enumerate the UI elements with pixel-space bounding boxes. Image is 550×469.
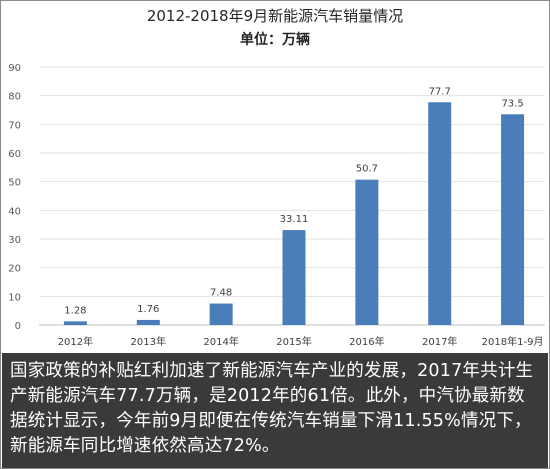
data-label: 50.7 bbox=[356, 164, 378, 175]
bar bbox=[428, 102, 452, 325]
data-label: 77.7 bbox=[429, 86, 451, 97]
y-tick-label: 80 bbox=[8, 92, 21, 103]
bar bbox=[355, 179, 379, 325]
chart-subtitle: 单位：万辆 bbox=[240, 32, 310, 48]
data-label: 33.11 bbox=[280, 214, 309, 225]
bar bbox=[209, 303, 233, 325]
y-tick-label: 20 bbox=[8, 264, 21, 275]
y-tick-label: 50 bbox=[8, 178, 21, 189]
x-tick-label: 2018年1-9月 bbox=[482, 335, 544, 348]
caption-box: 国家政策的补贴红利加速了新能源汽车产业的发展，2017年共计生产新能源汽车77.… bbox=[2, 353, 548, 468]
y-tick-label: 0 bbox=[15, 321, 21, 332]
bar bbox=[501, 114, 525, 325]
y-tick-label: 40 bbox=[8, 206, 21, 217]
y-tick-label: 30 bbox=[8, 235, 21, 246]
x-tick-label: 2016年 bbox=[349, 335, 384, 348]
y-tick-label: 70 bbox=[8, 120, 21, 131]
y-tick-label: 90 bbox=[8, 63, 21, 74]
data-label: 7.48 bbox=[210, 288, 232, 299]
bar bbox=[282, 230, 306, 325]
data-label: 1.28 bbox=[64, 305, 86, 316]
bar bbox=[63, 321, 87, 325]
data-label: 1.76 bbox=[137, 304, 159, 315]
x-tick-label: 2017年 bbox=[422, 335, 457, 348]
bar bbox=[136, 319, 160, 325]
chart-title: 2012-2018年9月新能源汽车销量情况 bbox=[146, 7, 404, 25]
x-tick-label: 2013年 bbox=[131, 335, 166, 348]
y-tick-label: 60 bbox=[8, 149, 21, 160]
caption-text: 国家政策的补贴红利加速了新能源汽车产业的发展，2017年共计生产新能源汽车77.… bbox=[10, 361, 534, 456]
y-tick-label: 10 bbox=[8, 292, 21, 303]
x-tick-label: 2012年 bbox=[58, 335, 93, 348]
x-tick-label: 2015年 bbox=[276, 335, 311, 348]
data-label: 73.5 bbox=[501, 98, 523, 109]
bar-chart: 0 10 20 30 40 50 60 70 80 90 1.28 2012年 1.76 2013年 7.4… bbox=[8, 63, 545, 348]
x-tick-label: 2014年 bbox=[203, 335, 238, 348]
